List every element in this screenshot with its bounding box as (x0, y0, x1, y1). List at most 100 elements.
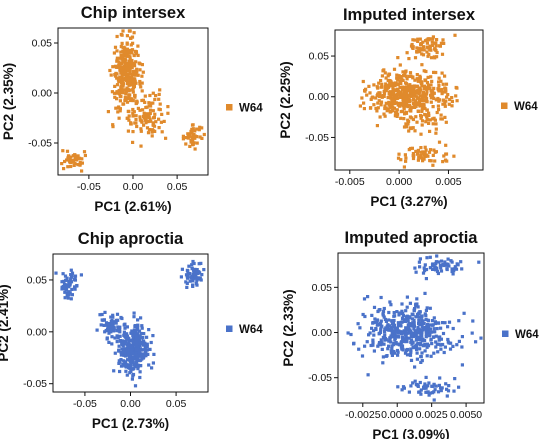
data-point (402, 337, 406, 341)
data-point (69, 280, 74, 284)
data-point (133, 71, 137, 75)
data-point (374, 106, 378, 111)
data-point (112, 369, 116, 373)
data-point (398, 63, 402, 67)
data-point (194, 282, 198, 286)
data-point (378, 94, 382, 99)
data-point (419, 146, 423, 150)
data-point (63, 290, 67, 294)
data-point (200, 126, 204, 130)
data-point (112, 320, 116, 324)
data-point (140, 324, 144, 328)
data-point (122, 330, 126, 334)
data-point (418, 257, 422, 261)
data-point (379, 321, 383, 325)
data-point (137, 329, 142, 333)
data-point (437, 336, 441, 340)
data-point (377, 341, 382, 345)
data-point (422, 69, 426, 73)
data-point (193, 136, 197, 140)
data-point (127, 365, 131, 369)
data-point (408, 353, 413, 357)
data-point (405, 305, 409, 309)
legend-marker (501, 102, 508, 109)
data-point (408, 71, 413, 75)
data-point (421, 53, 426, 57)
data-point (405, 315, 409, 319)
data-point (136, 318, 140, 322)
data-point (191, 279, 195, 283)
data-point (132, 31, 136, 35)
data-point (393, 326, 397, 330)
data-point (110, 90, 114, 94)
data-point (420, 315, 424, 319)
data-point (409, 347, 413, 351)
data-point (145, 348, 149, 352)
data-point (401, 98, 405, 102)
data-point (380, 82, 384, 86)
data-point (403, 91, 407, 96)
data-point (139, 129, 143, 133)
data-point (442, 350, 446, 355)
data-point (429, 56, 434, 60)
data-point (394, 334, 398, 338)
data-point (133, 384, 138, 388)
data-point (69, 164, 73, 169)
data-point (411, 38, 415, 42)
data-point (190, 263, 194, 267)
data-point (116, 325, 120, 329)
legend-label: W64 (239, 324, 263, 336)
data-point (65, 276, 69, 280)
data-point (189, 138, 193, 143)
data-point (195, 141, 199, 145)
data-point (407, 99, 412, 103)
data-point (120, 69, 124, 73)
data-point (357, 347, 361, 351)
data-point (429, 338, 433, 342)
data-point (426, 319, 431, 323)
data-point (127, 118, 131, 122)
y-axis-label: PC2 (2.41%) (0, 284, 11, 361)
data-point (199, 278, 203, 282)
data-point (134, 118, 138, 122)
data-point (145, 112, 149, 116)
data-point (379, 85, 383, 89)
data-point (420, 52, 424, 56)
y-tick-label: -0.05 (28, 138, 52, 150)
data-point (191, 143, 195, 147)
data-point (381, 313, 385, 317)
data-point (131, 140, 135, 144)
data-point (70, 160, 74, 164)
data-point (394, 341, 398, 345)
data-point (419, 80, 424, 84)
x-axis-label: PC1 (2.61%) (94, 199, 171, 214)
data-point (423, 349, 427, 353)
data-point (391, 93, 395, 97)
data-point (130, 48, 135, 52)
data-point (365, 93, 369, 97)
data-point (110, 327, 114, 331)
data-point (125, 348, 129, 352)
data-point (366, 295, 370, 299)
data-point (383, 333, 387, 337)
data-point (415, 342, 419, 346)
data-point (390, 101, 394, 105)
data-point (434, 127, 438, 131)
data-point (126, 352, 130, 356)
data-point (462, 311, 466, 315)
data-point (414, 90, 418, 94)
data-point (420, 338, 424, 342)
data-point (451, 272, 455, 276)
data-point (410, 90, 414, 94)
data-point (147, 128, 151, 132)
data-point (413, 78, 417, 82)
data-point (151, 101, 155, 105)
data-point (399, 75, 403, 79)
data-point (128, 360, 133, 364)
legend-label: W64 (515, 329, 539, 341)
x-tick-label: -0.05 (73, 398, 97, 410)
data-point (432, 86, 436, 90)
data-point (389, 327, 393, 331)
data-point (111, 125, 115, 129)
data-point (433, 268, 438, 272)
